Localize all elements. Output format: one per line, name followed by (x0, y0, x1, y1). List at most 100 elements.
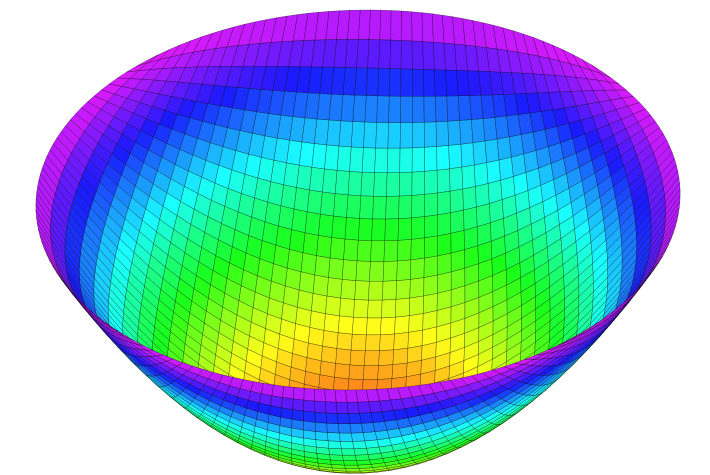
mesh-cell (354, 280, 370, 301)
mesh-cell (309, 310, 326, 331)
mesh-cell (324, 144, 340, 171)
mesh-cell (423, 121, 437, 148)
mesh-cell (486, 159, 501, 184)
mesh-cell (423, 69, 436, 97)
mesh-cell (389, 39, 402, 69)
mesh-cell (475, 183, 490, 208)
mesh-cell (352, 440, 367, 450)
mesh-cell (345, 389, 359, 403)
mesh-cell (423, 255, 438, 278)
mesh-cell (437, 271, 452, 294)
mesh-cell (397, 239, 412, 262)
mesh-cell (422, 292, 438, 314)
mesh-cell (411, 194, 425, 219)
mesh-cell (450, 209, 465, 234)
mesh-cell (398, 195, 413, 219)
mesh-cell (400, 95, 413, 123)
mesh-cell (365, 67, 380, 97)
mesh-cell (484, 138, 500, 164)
mesh-cell (320, 191, 336, 217)
mesh-cell (339, 432, 353, 442)
mesh-cell (353, 447, 369, 456)
mesh-cell (325, 412, 339, 424)
mesh-cell (381, 280, 397, 301)
mesh-cell (363, 350, 380, 366)
mesh-cell (349, 349, 366, 366)
mesh-cell (360, 171, 375, 197)
mesh-cell (375, 122, 389, 149)
mesh-cell (376, 95, 390, 123)
mesh-cell (356, 39, 370, 69)
mesh-cell (300, 252, 317, 276)
mesh-cell (379, 9, 392, 41)
mesh-cell (291, 208, 308, 234)
mesh-cell (372, 196, 387, 220)
mesh-cell (326, 422, 340, 434)
mesh-cell (337, 315, 354, 335)
mesh-cell (386, 147, 401, 174)
mesh-cell (390, 10, 402, 41)
mesh-cell (437, 233, 452, 257)
mesh-cell (355, 260, 371, 282)
mesh-cell (397, 217, 412, 241)
mesh-cell (281, 397, 294, 410)
mesh-cell (424, 169, 438, 195)
mesh-cell (393, 332, 409, 351)
mesh-cell (282, 385, 295, 400)
mesh-cell (362, 431, 378, 442)
mesh-cell (412, 68, 425, 97)
mesh-cell (261, 383, 274, 396)
mesh-cell (435, 95, 449, 123)
mesh-cell (325, 401, 338, 414)
mesh-cell (449, 166, 464, 192)
mesh-cell (424, 146, 438, 172)
mesh-cell (412, 95, 425, 123)
mesh-cell (302, 232, 319, 257)
mesh-cell (303, 410, 316, 423)
mesh-cell (409, 277, 425, 299)
mesh-cell (314, 388, 326, 402)
mesh-cell (347, 171, 363, 197)
mesh-cell (434, 69, 448, 97)
mesh-cell (303, 399, 316, 413)
mesh-cell (461, 164, 476, 190)
mesh-cell (394, 315, 410, 335)
mesh-cell (373, 172, 388, 197)
mesh-cell (472, 140, 487, 166)
mesh-cell (291, 409, 304, 422)
mesh-cell (383, 240, 399, 262)
mesh-cell (323, 313, 340, 333)
mesh-cell (421, 12, 434, 43)
mesh-cell (411, 40, 424, 70)
mesh-cell (424, 192, 438, 217)
mesh-cell (336, 332, 353, 351)
mesh-cell (463, 206, 478, 231)
mesh-cell (354, 67, 368, 96)
mesh-cell (388, 95, 402, 123)
mesh-cell (385, 195, 400, 220)
mesh-cell (314, 422, 328, 433)
mesh-cell (462, 186, 477, 211)
mesh-cell (362, 365, 379, 380)
mesh-cell (271, 384, 285, 398)
mesh-cell (328, 447, 343, 456)
mesh-cell (326, 277, 343, 299)
mesh-cell (365, 334, 381, 352)
mesh-cell (422, 41, 435, 70)
mesh-cell (407, 329, 423, 349)
mesh-cell (349, 423, 364, 434)
mesh-cell (377, 364, 394, 380)
mesh-cell (334, 389, 348, 403)
mesh-cell (322, 168, 338, 194)
mesh-cell (424, 214, 438, 239)
mesh-cell (366, 317, 382, 336)
mesh-cell (382, 260, 398, 282)
mesh-cell (292, 398, 305, 412)
mesh-cell (359, 195, 374, 220)
mesh-cell (436, 168, 451, 194)
mesh-cell (350, 333, 367, 352)
mesh-cell (361, 422, 376, 433)
mesh-cell (357, 218, 373, 242)
mesh-cell (400, 40, 413, 70)
mesh-cell (436, 145, 450, 171)
